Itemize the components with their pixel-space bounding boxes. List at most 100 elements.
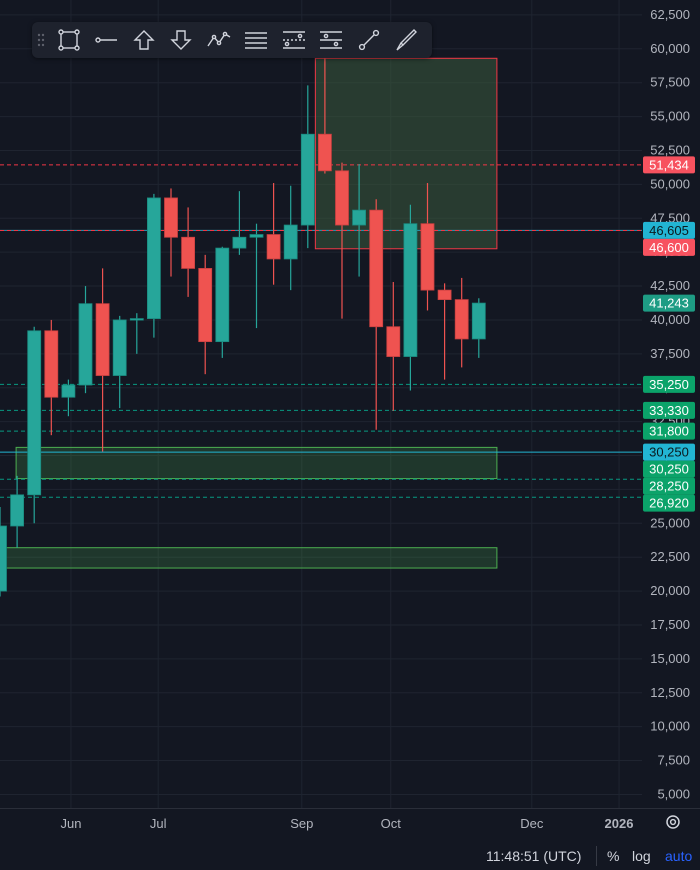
candle-body[interactable]: [10, 494, 25, 527]
candle-body[interactable]: [146, 197, 161, 319]
y-tick-label: 55,000: [650, 109, 690, 124]
candle-body[interactable]: [471, 302, 486, 340]
price-badge-label: 41,243: [649, 296, 689, 311]
candle-body[interactable]: [249, 234, 264, 238]
y-tick-label: 40,000: [650, 312, 690, 327]
x-tick-label: Jul: [150, 816, 167, 831]
candle-body[interactable]: [0, 525, 7, 592]
candle-body[interactable]: [266, 234, 281, 260]
arrow-up-tool-icon: [133, 30, 155, 50]
price-badge[interactable]: [643, 477, 695, 495]
candle-body[interactable]: [335, 170, 349, 226]
fib-retracement-tool-button[interactable]: [275, 22, 313, 58]
candle-body[interactable]: [403, 223, 418, 357]
horizontal-ray-tool-button[interactable]: [88, 22, 126, 58]
log-scale-toggle[interactable]: log: [632, 848, 651, 864]
y-tick-label: 50,000: [650, 176, 690, 191]
y-tick-label: 62,500: [650, 7, 690, 22]
y-tick-label: 10,000: [650, 719, 690, 734]
candle-body[interactable]: [454, 299, 469, 340]
settings-gear-icon[interactable]: [666, 815, 680, 829]
x-tick-label: Dec: [520, 816, 544, 831]
y-tick-label: 52,500: [650, 142, 690, 157]
candle-body[interactable]: [420, 223, 435, 291]
candle-body[interactable]: [44, 330, 59, 398]
arrow-down-tool-icon: [170, 30, 192, 50]
footer-bar: [0, 840, 700, 870]
price-badge[interactable]: [643, 460, 695, 478]
candle-body[interactable]: [352, 209, 367, 226]
candle-body[interactable]: [283, 224, 298, 260]
x-tick-label: Sep: [290, 816, 313, 831]
price-badge[interactable]: [643, 401, 695, 419]
price-badge[interactable]: [643, 494, 695, 512]
candle-body[interactable]: [129, 318, 144, 321]
candle-body[interactable]: [369, 209, 384, 328]
y-tick-label: 37,500: [650, 346, 690, 361]
footer-divider: [596, 846, 597, 866]
price-badge-label: 46,605: [649, 223, 689, 238]
x-tick-label: Oct: [381, 816, 402, 831]
drag-handle-icon[interactable]: [32, 22, 50, 58]
candle-body[interactable]: [386, 326, 401, 357]
y-tick-label: 7,500: [657, 753, 690, 768]
candle-body[interactable]: [317, 133, 332, 172]
arrow-down-tool-button[interactable]: [163, 22, 201, 58]
rectangle-tool-icon: [58, 29, 80, 51]
price-badge-label: 31,800: [649, 424, 689, 439]
candle-body[interactable]: [61, 384, 76, 398]
brush-tool-button[interactable]: [388, 22, 426, 58]
trend-line-tool-button[interactable]: [350, 22, 388, 58]
candle-body[interactable]: [164, 197, 178, 238]
price-badge-label: 30,250: [649, 445, 689, 460]
y-tick-label: 22,500: [650, 549, 690, 564]
price-badge-label: 46,600: [649, 240, 689, 255]
price-badge[interactable]: [643, 221, 695, 239]
candle-body[interactable]: [181, 236, 196, 269]
parallel-lines-tool-icon: [245, 32, 268, 49]
y-tick-label: 5,000: [657, 786, 690, 801]
auto-scale-toggle[interactable]: auto: [665, 848, 693, 864]
fib-extension-tool-button[interactable]: [313, 22, 351, 58]
price-badge[interactable]: [643, 294, 695, 312]
parallel-lines-tool-button[interactable]: [238, 22, 276, 58]
y-tick-label: 57,500: [650, 75, 690, 90]
price-badge[interactable]: [643, 422, 695, 440]
candle-body[interactable]: [300, 133, 315, 226]
candle-body[interactable]: [437, 289, 452, 301]
fib-extension-tool-icon: [320, 31, 343, 49]
price-badge-label: 30,250: [649, 462, 689, 477]
y-tick-label: 42,500: [650, 278, 690, 293]
price-badge[interactable]: [643, 156, 695, 174]
candle-body[interactable]: [215, 247, 230, 343]
trend-line-tool-icon: [358, 29, 379, 51]
y-tick-label: 12,500: [650, 685, 690, 700]
candle-body[interactable]: [112, 319, 127, 376]
arrow-up-tool-button[interactable]: [125, 22, 163, 58]
y-tick-label: 17,500: [650, 617, 690, 632]
drawing-toolbar: [32, 22, 432, 58]
price-badge[interactable]: [643, 238, 695, 256]
candle-body[interactable]: [27, 330, 42, 496]
price-badge-label: 35,250: [649, 377, 689, 392]
price-badge[interactable]: [643, 443, 695, 461]
y-tick-label: 60,000: [650, 41, 690, 56]
utc-clock[interactable]: 11:48:51 (UTC): [486, 848, 582, 864]
horizontal-ray-tool-icon: [95, 37, 118, 43]
x-tick-label: 2026: [605, 816, 634, 831]
path-tool-button[interactable]: [200, 22, 238, 58]
candle-body[interactable]: [232, 236, 247, 249]
y-tick-label: 25,000: [650, 515, 690, 530]
candle-body[interactable]: [78, 303, 93, 386]
zone-box[interactable]: [0, 547, 498, 569]
price-badge[interactable]: [643, 375, 695, 393]
fib-retracement-tool-icon: [282, 31, 305, 49]
y-tick-label: 20,000: [650, 583, 690, 598]
rectangle-tool-button[interactable]: [50, 22, 88, 58]
percent-scale-toggle[interactable]: %: [607, 848, 620, 864]
candle-body[interactable]: [198, 268, 213, 343]
y-tick-label: 47,500: [650, 210, 690, 225]
price-badge-label: 51,434: [649, 157, 689, 172]
candle-body[interactable]: [95, 303, 110, 376]
